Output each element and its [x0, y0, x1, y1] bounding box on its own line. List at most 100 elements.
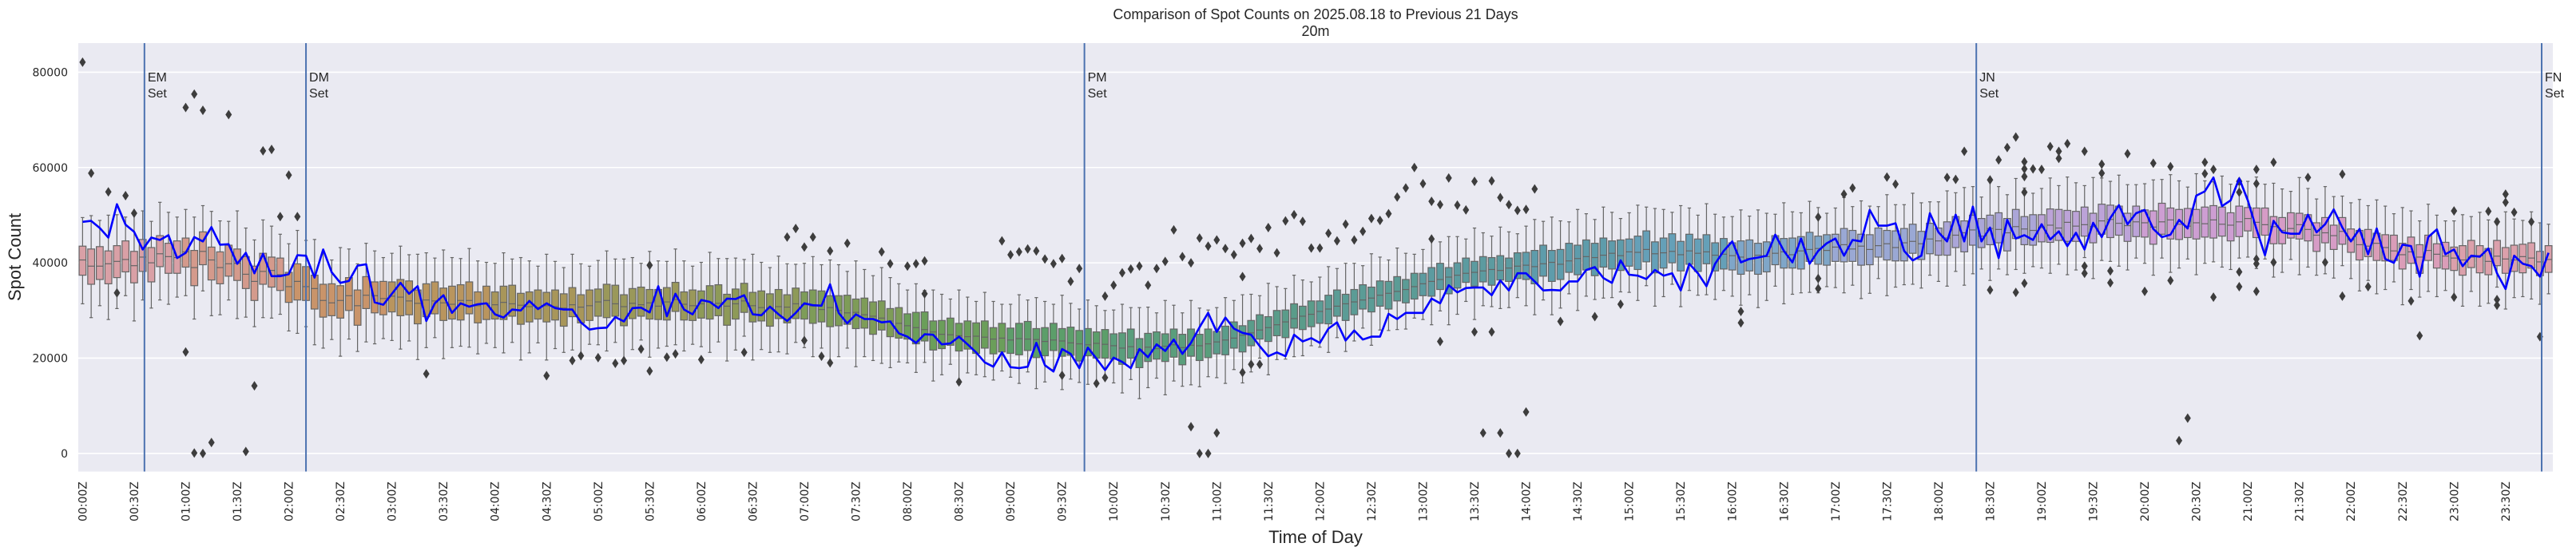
box-iqr	[2080, 206, 2089, 237]
outlier-point	[2236, 281, 2243, 291]
box	[1848, 206, 1857, 286]
box	[431, 257, 439, 339]
x-tick-label: 05:30Z	[644, 482, 657, 521]
box	[199, 204, 207, 291]
outlier-point	[2107, 278, 2114, 288]
outlier-point	[912, 259, 919, 269]
box-iqr	[2226, 212, 2235, 242]
outlier-point	[594, 352, 601, 363]
box	[1402, 252, 1410, 330]
event-marker-label: Set	[1088, 87, 1108, 101]
box	[903, 289, 911, 364]
box	[757, 261, 766, 351]
box-iqr	[593, 288, 602, 317]
outlier-point	[182, 102, 189, 113]
outlier-point	[1007, 249, 1014, 260]
outlier-point	[2021, 157, 2028, 167]
box-iqr	[1590, 243, 1599, 276]
box-iqr	[1496, 255, 1505, 281]
box-iqr	[1050, 323, 1058, 351]
box-iqr	[1668, 233, 1677, 264]
box	[1926, 201, 1935, 276]
x-tick-label: 21:30Z	[2294, 482, 2307, 521]
x-tick-label: 16:30Z	[1778, 482, 1791, 521]
outlier-point	[1239, 367, 1246, 378]
outlier-point	[2003, 142, 2010, 153]
outlier-point	[1445, 172, 1452, 183]
box-iqr	[1436, 263, 1444, 291]
box-iqr	[344, 277, 353, 311]
box	[2201, 180, 2209, 264]
outlier-point	[1987, 175, 1994, 185]
y-tick-label: 60000	[32, 162, 68, 175]
outlier-point	[827, 358, 834, 368]
outlier-point	[784, 232, 791, 242]
outlier-point	[2038, 165, 2045, 175]
box	[1462, 238, 1471, 303]
box	[662, 260, 671, 347]
outlier-point	[800, 242, 808, 252]
box-iqr	[439, 287, 448, 321]
box	[1229, 299, 1238, 371]
outlier-point	[1273, 248, 1280, 258]
outlier-point	[818, 351, 825, 362]
box	[1668, 212, 1677, 285]
x-tick-label: 09:00Z	[1005, 482, 1018, 521]
outlier-point	[1179, 252, 1186, 262]
box-iqr	[740, 283, 748, 313]
box	[1599, 206, 1608, 299]
box	[697, 261, 705, 347]
box-iqr	[1547, 249, 1556, 282]
outlier-point	[1815, 273, 1822, 283]
event-marker-label: JN	[1979, 71, 1995, 85]
outlier-point	[1153, 264, 1160, 274]
box-iqr	[534, 289, 542, 320]
box-iqr	[1995, 212, 2003, 244]
box	[2398, 207, 2407, 306]
box-iqr	[353, 289, 362, 326]
outlier-point	[2167, 276, 2174, 286]
outlier-point	[1093, 379, 1100, 389]
box	[2029, 192, 2038, 268]
outlier-point	[1196, 233, 1203, 244]
box-iqr	[1229, 321, 1238, 349]
box-iqr	[963, 320, 972, 350]
box-iqr	[362, 276, 371, 310]
outlier-point	[1514, 205, 1521, 216]
box-iqr	[2321, 216, 2329, 244]
box-iqr	[147, 247, 156, 283]
outlier-point	[79, 57, 86, 67]
box	[1014, 294, 1023, 384]
x-tick-label: 06:00Z	[696, 482, 708, 521]
box	[1831, 207, 1840, 288]
outlier-point	[1239, 272, 1246, 282]
box-iqr	[1367, 286, 1375, 313]
outlier-point	[646, 366, 653, 376]
outlier-point	[2502, 189, 2509, 200]
box-iqr	[568, 287, 577, 318]
box-iqr	[714, 283, 723, 316]
x-tick-label: 20:30Z	[2191, 482, 2204, 521]
outlier-point	[878, 247, 885, 257]
box	[1221, 297, 1229, 384]
box	[1556, 220, 1565, 309]
box-iqr	[1359, 283, 1367, 310]
box	[1530, 219, 1539, 315]
y-tick-label: 0	[61, 448, 68, 461]
box-iqr	[860, 297, 869, 329]
box-iqr	[1126, 328, 1135, 359]
box	[1522, 225, 1530, 307]
box-iqr	[2527, 242, 2536, 269]
box	[585, 265, 593, 345]
outlier-point	[2021, 278, 2028, 288]
outlier-point	[1557, 316, 1564, 327]
box-iqr	[1281, 309, 1290, 339]
box-iqr	[723, 293, 732, 326]
box-iqr	[2054, 208, 2063, 241]
box-iqr	[431, 281, 439, 315]
box	[654, 260, 662, 349]
outlier-point	[1264, 222, 1272, 232]
outlier-point	[1497, 428, 1504, 438]
box-iqr	[1109, 333, 1118, 360]
box	[405, 254, 414, 342]
